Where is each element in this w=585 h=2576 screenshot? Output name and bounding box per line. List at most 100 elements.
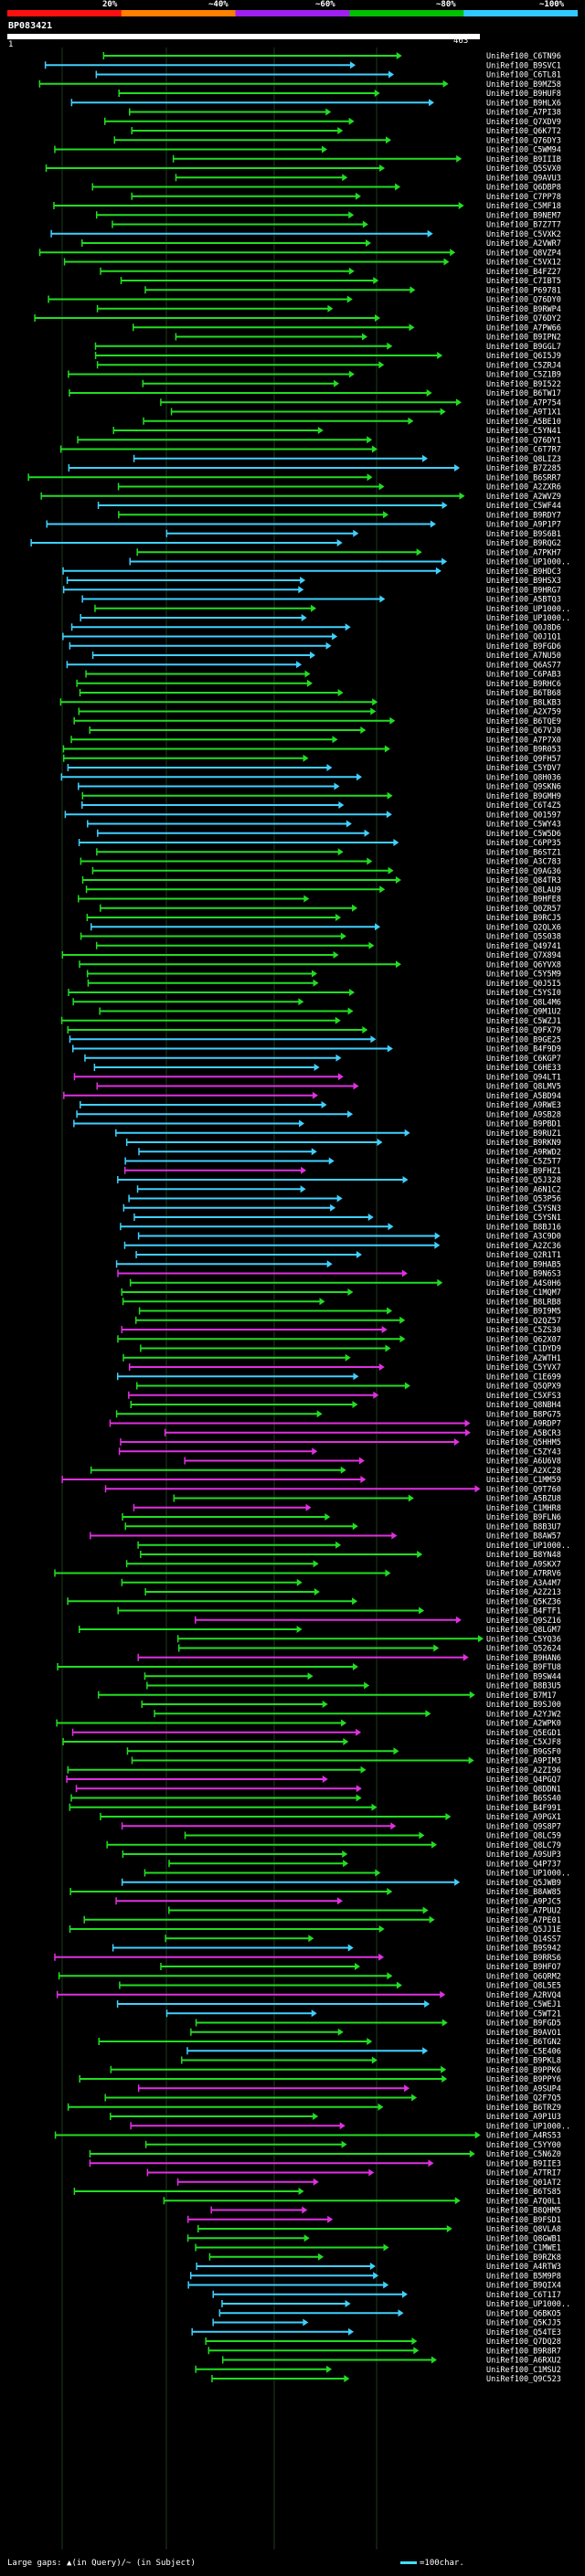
hit-label[interactable]: UniRef100_A3C9D0: [486, 1233, 561, 1242]
hit-label[interactable]: UniRef100_UP1000..: [486, 2300, 570, 2309]
hit-label[interactable]: UniRef100_B6TW17: [486, 389, 561, 398]
hit-label[interactable]: UniRef100_B9FTU8: [486, 1663, 561, 1672]
hit-label[interactable]: UniRef100_B9IIE3: [486, 2159, 561, 2168]
hit-label[interactable]: UniRef100_C5Z5T7: [486, 1158, 561, 1167]
hit-label[interactable]: UniRef100_Q52624: [486, 1645, 561, 1654]
hit-label[interactable]: UniRef100_A9SKX7: [486, 1560, 561, 1569]
hit-label[interactable]: UniRef100_Q2QLX6: [486, 923, 561, 932]
hit-label[interactable]: UniRef100_Q9AG36: [486, 867, 561, 876]
hit-label[interactable]: UniRef100_B9GSF0: [486, 1747, 561, 1756]
hit-label[interactable]: UniRef100_B9IPN2: [486, 334, 561, 343]
hit-label[interactable]: UniRef100_UP1000..: [486, 605, 570, 614]
hit-label[interactable]: UniRef100_A7PE01: [486, 1916, 561, 1925]
hit-label[interactable]: UniRef100_A2ZXR6: [486, 483, 561, 493]
hit-label[interactable]: UniRef100_B4F9D9: [486, 1045, 561, 1055]
hit-label[interactable]: UniRef100_C5MF18: [486, 202, 561, 211]
hit-label[interactable]: UniRef100_B9HAN6: [486, 1654, 561, 1663]
hit-label[interactable]: UniRef100_B9R8R7: [486, 2347, 561, 2356]
hit-label[interactable]: UniRef100_C7PP78: [486, 193, 561, 202]
hit-label[interactable]: UniRef100_B4FZ27: [486, 268, 561, 277]
hit-label[interactable]: UniRef100_A7NU50: [486, 652, 561, 661]
hit-label[interactable]: UniRef100_B8YN48: [486, 1551, 561, 1560]
hit-label[interactable]: UniRef100_Q6DBP8: [486, 184, 561, 193]
hit-label[interactable]: UniRef100_Q6AS77: [486, 661, 561, 670]
hit-label[interactable]: UniRef100_Q5J328: [486, 1176, 561, 1185]
hit-label[interactable]: UniRef100_C5YSN3: [486, 1204, 561, 1214]
hit-label[interactable]: UniRef100_A9SUP4: [486, 2084, 561, 2094]
hit-label[interactable]: UniRef100_C5WT21: [486, 2009, 561, 2019]
hit-label[interactable]: UniRef100_A4S0H6: [486, 1279, 561, 1288]
hit-label[interactable]: UniRef100_C6PAB3: [486, 671, 561, 680]
hit-label[interactable]: UniRef100_B7Z7T7: [486, 221, 561, 230]
hit-label[interactable]: UniRef100_A2XC28: [486, 1467, 561, 1476]
hit-label[interactable]: UniRef100_A2WPK0: [486, 1720, 561, 1729]
hit-label[interactable]: UniRef100_B9RDY7: [486, 511, 561, 520]
hit-label[interactable]: UniRef100_Q67VJ0: [486, 726, 561, 736]
hit-label[interactable]: UniRef100_B9S6B1: [486, 530, 561, 539]
hit-label[interactable]: UniRef100_B4FTF1: [486, 1607, 561, 1617]
hit-label[interactable]: UniRef100_Q7X894: [486, 951, 561, 960]
hit-label[interactable]: UniRef100_B9IIIB: [486, 155, 561, 164]
hit-label[interactable]: UniRef100_B9I9M5: [486, 1308, 561, 1317]
hit-label[interactable]: UniRef100_A5BCR3: [486, 1429, 561, 1438]
hit-label[interactable]: UniRef100_Q8VLA8: [486, 2225, 561, 2234]
hit-label[interactable]: UniRef100_Q62X07: [486, 1335, 561, 1344]
hit-label[interactable]: UniRef100_Q76DY3: [486, 136, 561, 145]
hit-label[interactable]: UniRef100_Q9SZ16: [486, 1617, 561, 1626]
hit-label[interactable]: UniRef100_B9FSD1: [486, 2216, 561, 2225]
hit-label[interactable]: UniRef100_Q6K7T2: [486, 127, 561, 136]
hit-label[interactable]: UniRef100_A2Z213: [486, 1588, 561, 1597]
hit-label[interactable]: UniRef100_A9P1U3: [486, 2113, 561, 2122]
hit-label[interactable]: UniRef100_A5BZU8: [486, 1495, 561, 1504]
hit-label[interactable]: UniRef100_B9RKN9: [486, 1139, 561, 1148]
hit-label[interactable]: UniRef100_UP1000..: [486, 1542, 570, 1551]
hit-label[interactable]: UniRef100_C1MQM7: [486, 1288, 561, 1298]
hit-label[interactable]: UniRef100_B9PPK6: [486, 2066, 561, 2075]
hit-label[interactable]: UniRef100_A2X759: [486, 708, 561, 717]
hit-label[interactable]: UniRef100_B8LRB8: [486, 1298, 561, 1307]
hit-label[interactable]: UniRef100_B4F991: [486, 1804, 561, 1813]
hit-label[interactable]: UniRef100_Q2QZ57: [486, 1317, 561, 1326]
hit-label[interactable]: UniRef100_B9SJ00: [486, 1701, 561, 1710]
hit-label[interactable]: UniRef100_A5BTQ3: [486, 596, 561, 605]
hit-label[interactable]: UniRef100_C1DYD9: [486, 1345, 561, 1354]
hit-label[interactable]: UniRef100_C5W5D6: [486, 830, 561, 839]
hit-label[interactable]: UniRef100_UP1000..: [486, 2122, 570, 2131]
hit-label[interactable]: UniRef100_Q76DY1: [486, 436, 561, 445]
hit-label[interactable]: UniRef100_C5VXK2: [486, 230, 561, 239]
hit-label[interactable]: UniRef100_Q8LAU9: [486, 885, 561, 895]
hit-label[interactable]: UniRef100_Q84TR3: [486, 876, 561, 885]
hit-label[interactable]: UniRef100_Q76DY2: [486, 314, 561, 323]
hit-label[interactable]: UniRef100_B9HRG7: [486, 586, 561, 595]
hit-label[interactable]: UniRef100_B9RHC6: [486, 680, 561, 689]
hit-label[interactable]: UniRef100_A2YJW2: [486, 1710, 561, 1719]
hit-label[interactable]: UniRef100_C6PP35: [486, 839, 561, 848]
hit-label[interactable]: UniRef100_A6RXU2: [486, 2357, 561, 2366]
hit-label[interactable]: UniRef100_B8BJ16: [486, 1223, 561, 1232]
hit-label[interactable]: UniRef100_Q6I5J9: [486, 352, 561, 361]
hit-label[interactable]: UniRef100_C5YSI0: [486, 989, 561, 998]
hit-label[interactable]: UniRef100_Q14SS7: [486, 1935, 561, 1944]
hit-label[interactable]: UniRef100_Q8L4M6: [486, 998, 561, 1007]
hit-label[interactable]: UniRef100_Q6YVX8: [486, 960, 561, 970]
hit-label[interactable]: UniRef100_B6TQE9: [486, 717, 561, 726]
hit-label[interactable]: UniRef100_B9FGD5: [486, 2019, 561, 2029]
hit-label[interactable]: UniRef100_Q53P56: [486, 1195, 561, 1204]
hit-label[interactable]: UniRef100_C5YN41: [486, 427, 561, 436]
hit-label[interactable]: UniRef100_Q7DQ28: [486, 2337, 561, 2347]
hit-label[interactable]: UniRef100_C6TL81: [486, 71, 561, 80]
hit-label[interactable]: UniRef100_A9P1P7: [486, 521, 561, 530]
hit-label[interactable]: UniRef100_B9MZ58: [486, 80, 561, 90]
hit-label[interactable]: UniRef100_C6T1I7: [486, 2291, 561, 2300]
hit-label[interactable]: UniRef100_B9RCJ5: [486, 914, 561, 923]
hit-label[interactable]: UniRef100_Q0ZR57: [486, 905, 561, 914]
hit-label[interactable]: UniRef100_Q5JWB9: [486, 1879, 561, 1888]
hit-label[interactable]: UniRef100_B6TB68: [486, 689, 561, 698]
hit-label[interactable]: UniRef100_A7PW66: [486, 323, 561, 333]
hit-label[interactable]: UniRef100_Q7XDV9: [486, 118, 561, 127]
hit-label[interactable]: UniRef100_A7Q0L1: [486, 2197, 561, 2206]
hit-label[interactable]: UniRef100_B5M9P8: [486, 2272, 561, 2281]
hit-label[interactable]: UniRef100_C5WZJ1: [486, 1017, 561, 1026]
hit-label[interactable]: UniRef100_C6TN96: [486, 52, 561, 61]
hit-label[interactable]: UniRef100_A7P754: [486, 398, 561, 408]
